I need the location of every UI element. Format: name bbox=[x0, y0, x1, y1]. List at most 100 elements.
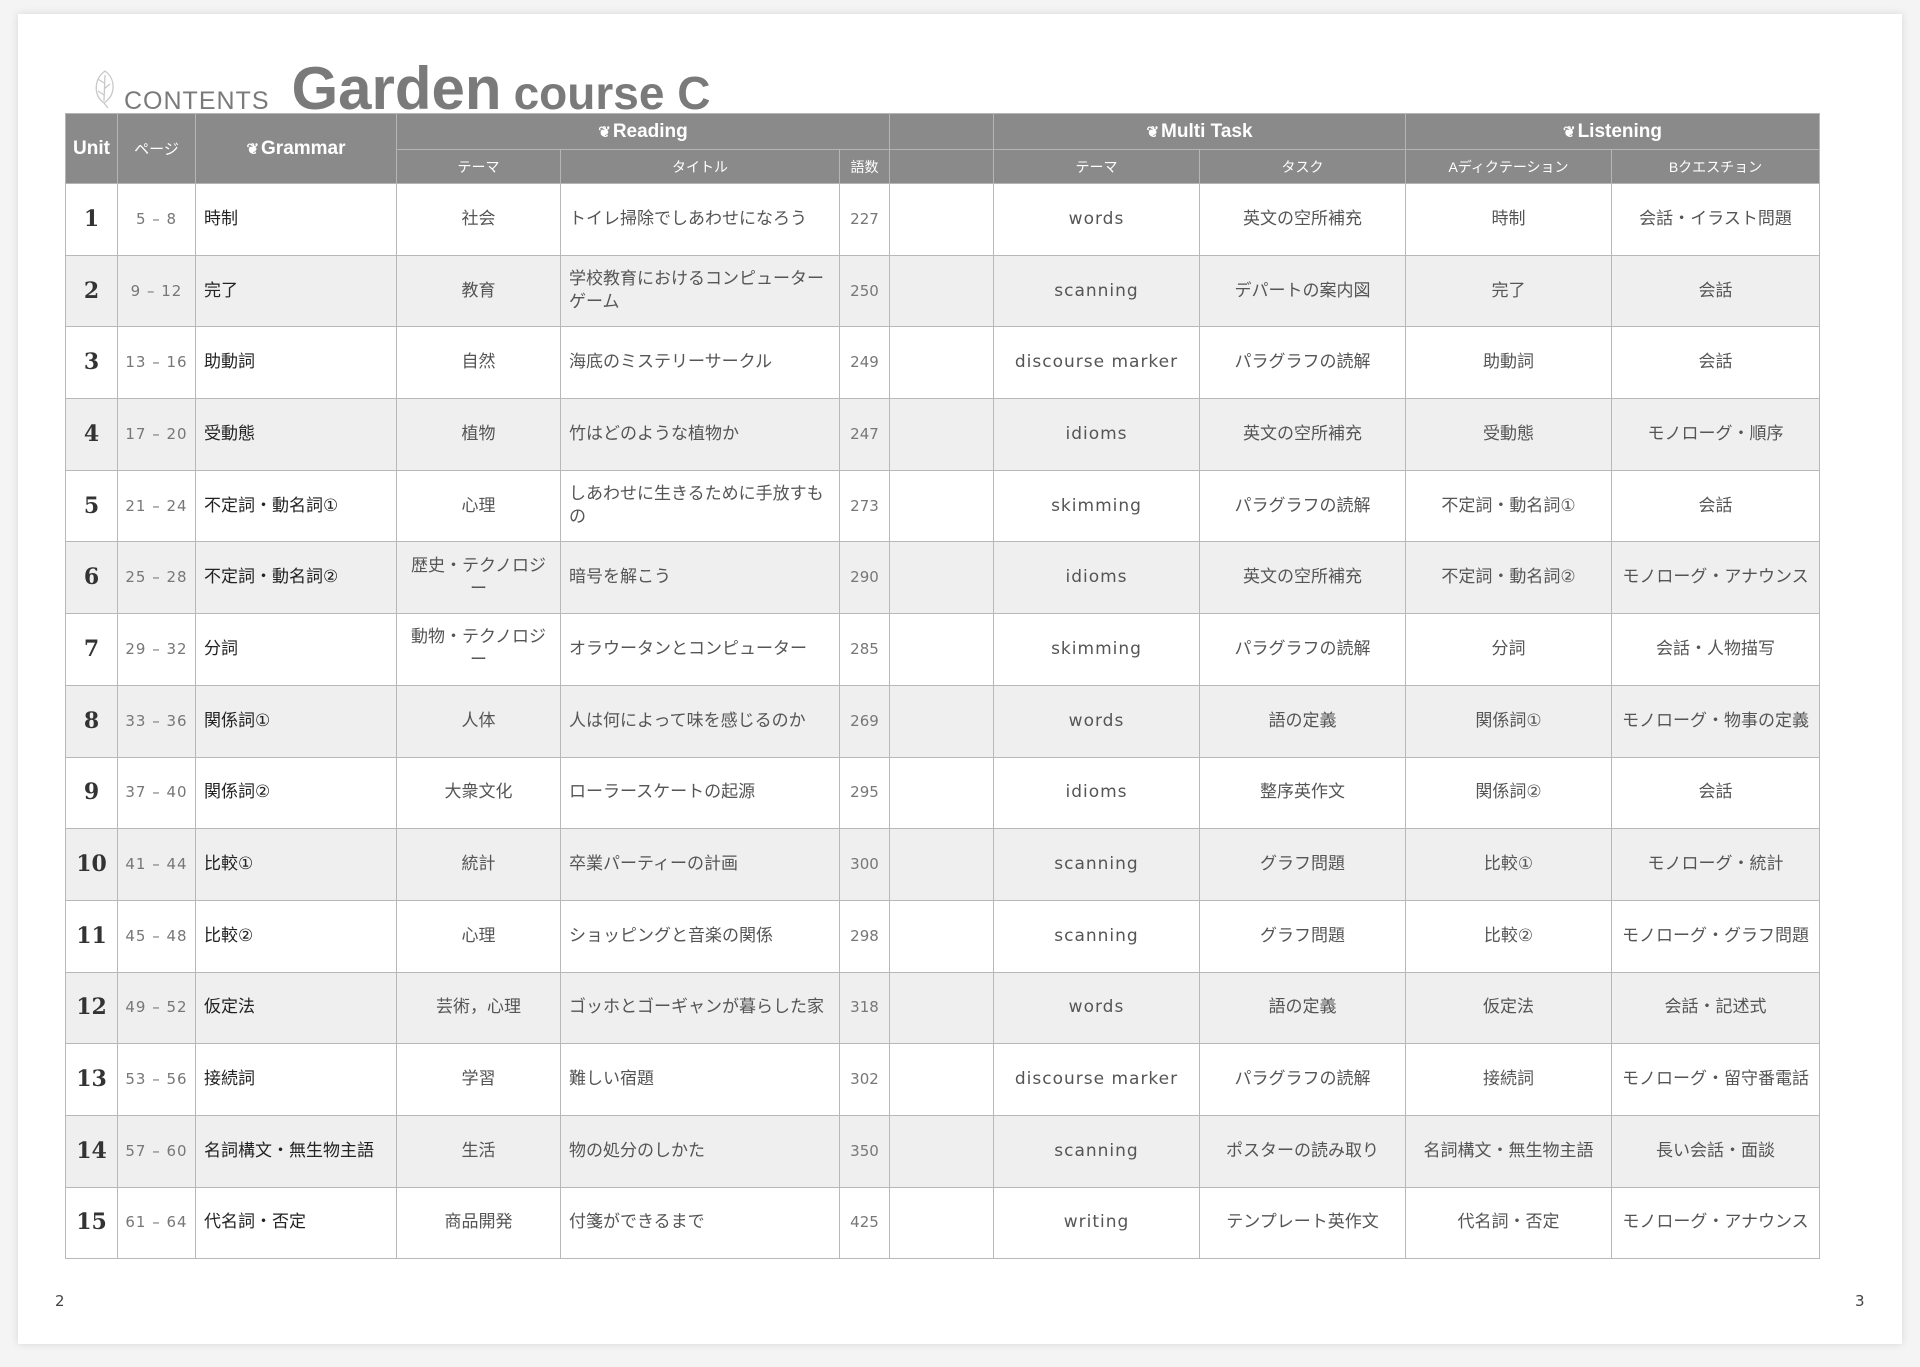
cell-words: 249 bbox=[839, 326, 890, 400]
cell-grammar: 仮定法 bbox=[195, 971, 397, 1045]
cell-words: 285 bbox=[839, 613, 890, 686]
cell-unit: 8 bbox=[65, 684, 118, 758]
cell-title: しあわせに生きるために手放すもの bbox=[560, 469, 840, 543]
cell-title: 付箋ができるまで bbox=[560, 1186, 840, 1260]
cell-theme: 人体 bbox=[396, 684, 561, 758]
cell-listen-b: モノローグ・統計 bbox=[1611, 828, 1821, 901]
cell-blank bbox=[889, 183, 994, 256]
table-row: 15 61 – 64 代名詞・否定 商品開発 付箋ができるまで 425 writing テンプ… bbox=[65, 1186, 1821, 1260]
cell-pages: 57 – 60 bbox=[117, 1114, 196, 1188]
cell-pages: 25 – 28 bbox=[117, 541, 196, 615]
cell-words: 227 bbox=[839, 183, 890, 256]
cell-title: 竹はどのような植物か bbox=[560, 398, 840, 471]
cell-listen-a: 代名詞・否定 bbox=[1405, 1186, 1613, 1260]
cell-blank bbox=[889, 398, 994, 471]
cell-blank bbox=[889, 828, 994, 901]
cell-grammar: 関係詞② bbox=[195, 756, 397, 830]
cell-blank bbox=[889, 971, 994, 1045]
cell-pages: 9 – 12 bbox=[117, 254, 196, 328]
table-row: 13 53 – 56 接続詞 学習 難しい宿題 302 discourse marker パラ… bbox=[65, 1043, 1821, 1116]
cell-title: オラウータンとコンピューター bbox=[560, 613, 840, 686]
cell-listen-a: 不定詞・動名詞② bbox=[1405, 541, 1613, 615]
cell-unit: 2 bbox=[65, 254, 118, 328]
cell-pages: 33 – 36 bbox=[117, 684, 196, 758]
cell-unit: 7 bbox=[65, 613, 118, 686]
header-mt-task: タスク bbox=[1198, 149, 1407, 184]
cell-unit: 15 bbox=[65, 1186, 118, 1260]
cell-words: 250 bbox=[839, 254, 890, 328]
cell-pages: 61 – 64 bbox=[117, 1186, 196, 1260]
cell-title: 学校教育におけるコンピューターゲーム bbox=[560, 254, 840, 328]
cell-pages: 41 – 44 bbox=[117, 828, 196, 901]
cell-pages: 45 – 48 bbox=[117, 899, 196, 973]
cell-blank bbox=[889, 684, 994, 758]
header-listening-label: Listening bbox=[1577, 120, 1663, 142]
cell-pages: 29 – 32 bbox=[117, 613, 196, 686]
cell-listen-a: 助動詞 bbox=[1405, 326, 1613, 400]
cell-theme: 商品開発 bbox=[396, 1186, 561, 1260]
cell-mt-task: 語の定義 bbox=[1198, 684, 1407, 758]
cell-mt-task: パラグラフの読解 bbox=[1198, 1043, 1407, 1116]
cell-mt-theme: skimming bbox=[993, 613, 1200, 686]
header-reading: ❦ Reading bbox=[396, 113, 890, 150]
cell-listen-b: モノローグ・留守番電話 bbox=[1611, 1043, 1821, 1116]
cell-listen-a: 関係詞① bbox=[1405, 684, 1613, 758]
cell-blank bbox=[889, 613, 994, 686]
contents-table: Unit ページ ❦ Grammar ❦ Reading ❦ Multi Task ❦… bbox=[65, 113, 1821, 1260]
cell-listen-b: 会話・イラスト問題 bbox=[1611, 183, 1821, 256]
cell-blank bbox=[889, 1186, 994, 1260]
table-row: 7 29 – 32 分詞 動物・テクノロジー オラウータンとコンピューター 285 skim… bbox=[65, 613, 1821, 686]
cell-mt-theme: discourse marker bbox=[993, 1043, 1200, 1116]
table-row: 3 13 – 16 助動詞 自然 海底のミステリーサークル 249 discourse ma… bbox=[65, 326, 1821, 400]
header-grammar-label: Grammar bbox=[261, 137, 346, 159]
cell-mt-task: パラグラフの読解 bbox=[1198, 613, 1407, 686]
cell-grammar: 接続詞 bbox=[195, 1043, 397, 1116]
table-row: 10 41 – 44 比較① 統計 卒業パーティーの計画 300 scanning グラフ問題… bbox=[65, 828, 1821, 901]
cell-theme: 教育 bbox=[396, 254, 561, 328]
table-row: 8 33 – 36 関係詞① 人体 人は何によって味を感じるのか 269 words 語の定義… bbox=[65, 684, 1821, 758]
cell-title: 難しい宿題 bbox=[560, 1043, 840, 1116]
cell-listen-b: モノローグ・順序 bbox=[1611, 398, 1821, 471]
cell-grammar: 不定詞・動名詞① bbox=[195, 469, 397, 543]
cell-words: 318 bbox=[839, 971, 890, 1045]
cell-pages: 5 – 8 bbox=[117, 183, 196, 256]
leaf-icon: ❦ bbox=[246, 140, 260, 158]
header-mt-theme: テーマ bbox=[993, 149, 1200, 184]
cell-unit: 12 bbox=[65, 971, 118, 1045]
cell-blank bbox=[889, 1114, 994, 1188]
cell-unit: 3 bbox=[65, 326, 118, 400]
cell-grammar: 比較① bbox=[195, 828, 397, 901]
cell-blank bbox=[889, 541, 994, 615]
cell-unit: 10 bbox=[65, 828, 118, 901]
cell-mt-theme: skimming bbox=[993, 469, 1200, 543]
cell-listen-b: 会話 bbox=[1611, 254, 1821, 328]
cell-listen-a: 完了 bbox=[1405, 254, 1613, 328]
cell-listen-a: 時制 bbox=[1405, 183, 1613, 256]
cell-title: ショッピングと音楽の関係 bbox=[560, 899, 840, 973]
cell-mt-theme: scanning bbox=[993, 1114, 1200, 1188]
cell-mt-theme: writing bbox=[993, 1186, 1200, 1260]
cell-theme: 植物 bbox=[396, 398, 561, 471]
cell-grammar: 完了 bbox=[195, 254, 397, 328]
table-row: 12 49 – 52 仮定法 芸術，心理 ゴッホとゴーギャンが暮らした家 318 words… bbox=[65, 971, 1821, 1045]
header-reading-theme: テーマ bbox=[396, 149, 561, 184]
cell-listen-b: モノローグ・グラフ問題 bbox=[1611, 899, 1821, 973]
cell-unit: 4 bbox=[65, 398, 118, 471]
cell-blank bbox=[889, 1043, 994, 1116]
cell-words: 273 bbox=[839, 469, 890, 543]
cell-words: 290 bbox=[839, 541, 890, 615]
header-listen-a: Aディクテーション bbox=[1405, 149, 1613, 184]
cell-grammar: 助動詞 bbox=[195, 326, 397, 400]
title-sub: course C bbox=[513, 67, 711, 119]
cell-title: トイレ掃除でしあわせになろう bbox=[560, 183, 840, 256]
leaf-icon: ❦ bbox=[1146, 123, 1160, 141]
cell-theme: 生活 bbox=[396, 1114, 561, 1188]
header-unit: Unit bbox=[65, 113, 118, 184]
header-listening: ❦ Listening bbox=[1405, 113, 1821, 150]
cell-mt-theme: discourse marker bbox=[993, 326, 1200, 400]
cell-pages: 37 – 40 bbox=[117, 756, 196, 830]
leaf-icon bbox=[95, 69, 114, 108]
cell-unit: 14 bbox=[65, 1114, 118, 1188]
leaf-icon: ❦ bbox=[1563, 123, 1576, 141]
